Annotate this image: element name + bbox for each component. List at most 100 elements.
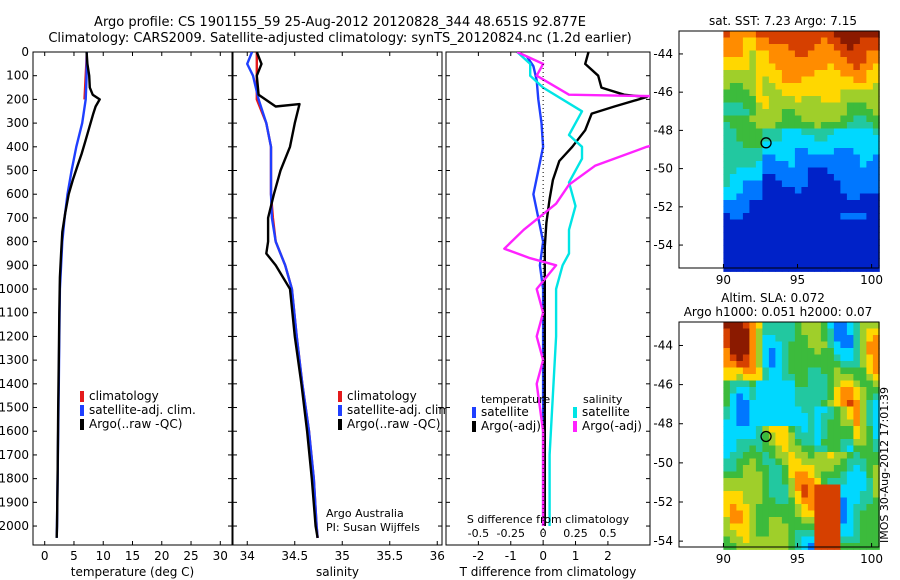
heatmap-cell	[794, 232, 802, 240]
heatmap-cell	[762, 432, 770, 440]
heatmap-cell	[762, 141, 770, 149]
heatmap-cell	[729, 200, 737, 207]
heatmap-cell	[762, 458, 770, 466]
heatmap-cell	[762, 102, 770, 110]
heatmap-cell	[788, 380, 796, 388]
heatmap-cell	[742, 406, 750, 414]
heatmap-cell	[768, 530, 776, 537]
heatmap-cell	[853, 510, 861, 518]
heatmap-cell	[755, 530, 763, 537]
heatmap-cell	[788, 465, 796, 472]
heatmap-cell	[814, 239, 822, 246]
heatmap-cell	[742, 491, 750, 498]
heatmap-cell	[755, 102, 763, 110]
heatmap-cell	[840, 109, 848, 116]
heatmap-cell	[742, 115, 750, 123]
heatmap-cell	[814, 322, 822, 329]
heatmap-cell	[781, 128, 789, 136]
heatmap-cell	[859, 400, 867, 407]
heatmap-cell	[749, 89, 757, 97]
x2-tick-label: 0.25	[563, 527, 588, 540]
heatmap-cell	[846, 96, 854, 103]
heatmap-cell	[762, 341, 770, 349]
heatmap-cell	[788, 530, 796, 537]
heatmap-cell	[781, 50, 789, 58]
heatmap-cell	[801, 174, 809, 181]
heatmap-cell	[853, 96, 861, 103]
heatmap-cell	[872, 226, 880, 233]
heatmap-cell	[749, 471, 757, 479]
heatmap-cell	[801, 76, 809, 84]
heatmap-cell	[794, 96, 802, 103]
heatmap-cell	[755, 322, 763, 329]
heatmap-cell	[827, 478, 835, 485]
heatmap-cell	[866, 387, 874, 394]
heatmap-cell	[755, 70, 763, 77]
heatmap-cell	[859, 504, 867, 511]
heatmap-cell	[827, 413, 835, 420]
heatmap-cell	[781, 380, 789, 388]
heatmap-cell	[866, 497, 874, 505]
heatmap-cell	[833, 219, 841, 227]
legend-swatch	[338, 405, 342, 416]
heatmap-cell	[755, 439, 763, 446]
heatmap-cell	[814, 174, 822, 181]
heatmap-cell	[840, 530, 848, 537]
heatmap-cell	[768, 122, 776, 129]
heatmap-cell	[820, 335, 828, 342]
heatmap-cell	[755, 536, 763, 544]
heatmap-cells	[723, 31, 880, 272]
y-tick-label: 800	[6, 235, 29, 249]
heatmap-cell	[736, 354, 744, 362]
heatmap-cell	[723, 471, 731, 479]
heatmap-cell	[801, 258, 809, 266]
heatmap-cell	[807, 31, 815, 38]
y-tick-label: 600	[6, 187, 29, 201]
heatmap-cell	[729, 445, 737, 453]
heatmap-cell	[840, 174, 848, 181]
map-frame-outline	[678, 321, 880, 548]
heatmap-cell	[729, 70, 737, 77]
heatmap-cell	[742, 148, 750, 155]
heatmap-cell	[755, 89, 763, 97]
heatmap-cell	[872, 193, 880, 201]
heatmap-cell	[781, 63, 789, 71]
heatmap-cell	[827, 484, 835, 492]
heatmap-cell	[840, 348, 848, 355]
heatmap-cell	[775, 226, 783, 233]
heatmap-cell	[814, 478, 822, 485]
heatmap-cell	[801, 530, 809, 537]
heatmap-cell	[801, 400, 809, 407]
heatmap-cell	[807, 419, 815, 427]
heatmap-cell	[755, 406, 763, 414]
heatmap-cell	[723, 70, 731, 77]
heatmap-cell	[729, 367, 737, 375]
heatmap-cell	[742, 83, 750, 90]
heatmap-cell	[794, 115, 802, 123]
heatmap-cell	[872, 523, 880, 531]
heatmap-cell	[775, 70, 783, 77]
heatmap-cell	[755, 96, 763, 103]
heatmap-cell	[781, 367, 789, 375]
heatmap-cell	[768, 37, 776, 45]
heatmap-cell	[768, 44, 776, 51]
heatmap-cell	[827, 115, 835, 123]
heatmap-cell	[742, 523, 750, 531]
heatmap-cell	[788, 206, 796, 214]
heatmap-cell	[872, 37, 880, 45]
heatmap-cell	[775, 122, 783, 129]
heatmap-cell	[788, 445, 796, 453]
heatmap-cell	[859, 63, 867, 71]
heatmap-cell	[781, 187, 789, 194]
heatmap-cell	[846, 387, 854, 394]
heatmap-cell	[820, 380, 828, 388]
heatmap-cell	[723, 109, 731, 116]
heatmap-cell	[866, 141, 874, 149]
heatmap-cell	[749, 102, 757, 110]
heatmap-cell	[788, 491, 796, 498]
heatmap-cell	[801, 523, 809, 531]
heatmap-cell	[827, 517, 835, 524]
legend-swatch	[573, 421, 577, 432]
